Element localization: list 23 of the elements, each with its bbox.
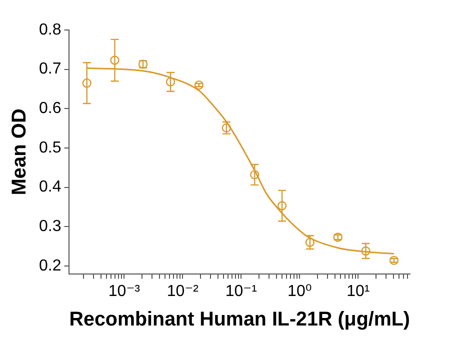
point — [194, 80, 204, 90]
y-tick-label: 0.4 — [38, 178, 62, 196]
x-axis-title: Recombinant Human IL-21R (μg/mL) — [69, 308, 410, 331]
y-tick-label: 0.8 — [38, 21, 62, 38]
x-tick-label: 10⁻³ — [108, 282, 141, 300]
x-tick-label: 10⁰ — [288, 282, 312, 300]
point — [166, 77, 176, 87]
point — [361, 246, 370, 256]
y-tick-label: 0.2 — [38, 257, 62, 274]
y-tick-label: 0.7 — [38, 60, 62, 78]
y-axis-title: Mean OD — [8, 108, 31, 196]
point — [277, 201, 287, 210]
point — [389, 256, 399, 266]
point — [110, 56, 120, 65]
x-tick-label: 10⁻² — [166, 282, 200, 300]
y-tick-label: 0.3 — [38, 218, 62, 236]
x-tick-label: 10¹ — [346, 282, 370, 300]
point — [250, 170, 260, 180]
point — [82, 78, 92, 88]
x-tick-label: 10⁻¹ — [225, 282, 257, 300]
y-tick-label: 0.6 — [38, 100, 62, 118]
y-tick-label: 0.5 — [38, 139, 62, 156]
point — [305, 238, 315, 247]
